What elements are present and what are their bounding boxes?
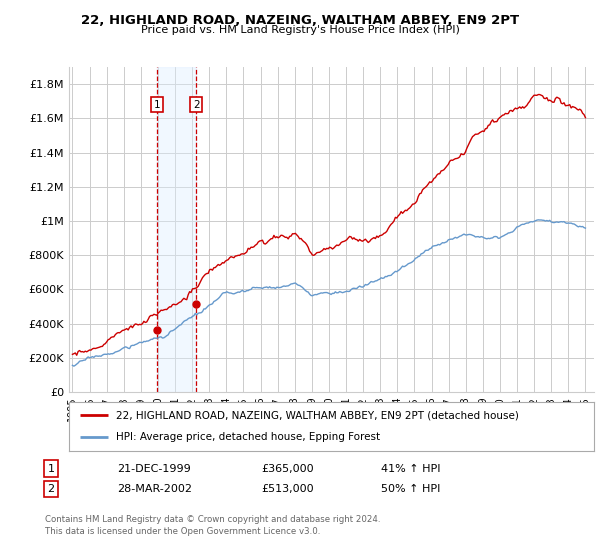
Text: 28-MAR-2002: 28-MAR-2002: [117, 484, 192, 494]
Text: 50% ↑ HPI: 50% ↑ HPI: [381, 484, 440, 494]
Text: Contains HM Land Registry data © Crown copyright and database right 2024.: Contains HM Land Registry data © Crown c…: [45, 515, 380, 524]
Text: 21-DEC-1999: 21-DEC-1999: [117, 464, 191, 474]
Text: 2: 2: [47, 484, 55, 494]
Text: 1: 1: [154, 100, 161, 110]
Text: 2: 2: [193, 100, 200, 110]
Text: £365,000: £365,000: [261, 464, 314, 474]
Text: £513,000: £513,000: [261, 484, 314, 494]
Text: 22, HIGHLAND ROAD, NAZEING, WALTHAM ABBEY, EN9 2PT: 22, HIGHLAND ROAD, NAZEING, WALTHAM ABBE…: [81, 14, 519, 27]
Text: 1: 1: [47, 464, 55, 474]
Text: HPI: Average price, detached house, Epping Forest: HPI: Average price, detached house, Eppi…: [116, 432, 380, 442]
Text: This data is licensed under the Open Government Licence v3.0.: This data is licensed under the Open Gov…: [45, 528, 320, 536]
Text: Price paid vs. HM Land Registry's House Price Index (HPI): Price paid vs. HM Land Registry's House …: [140, 25, 460, 35]
Text: 22, HIGHLAND ROAD, NAZEING, WALTHAM ABBEY, EN9 2PT (detached house): 22, HIGHLAND ROAD, NAZEING, WALTHAM ABBE…: [116, 410, 519, 421]
Bar: [157, 67, 196, 392]
Text: 41% ↑ HPI: 41% ↑ HPI: [381, 464, 440, 474]
